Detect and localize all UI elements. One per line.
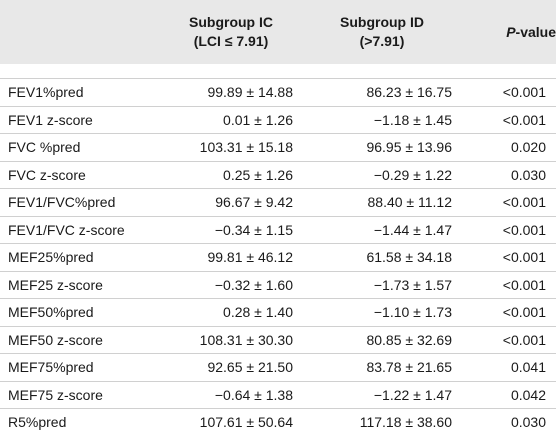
- row-label: FEV1 z-score: [0, 105, 160, 134]
- subgroup-ic-value: 96.67 ± 9.42: [160, 188, 302, 216]
- table-header-row: Subgroup IC (LCI ≤ 7.91) Subgroup ID (>7…: [0, 0, 556, 64]
- table-row: MEF50%pred 0.28 ± 1.40 −1.10 ± 1.73 <0.001: [0, 298, 556, 326]
- p-value: <0.001: [462, 243, 556, 271]
- row-label: MEF25%pred: [0, 243, 160, 271]
- header-subgroup-id: Subgroup ID (>7.91): [302, 0, 462, 64]
- header-subgroup-id-line2: (>7.91): [359, 33, 405, 49]
- subgroup-ic-value: 108.31 ± 30.30: [160, 325, 302, 354]
- subgroup-ic-value: −0.32 ± 1.60: [160, 270, 302, 299]
- row-label: MEF50%pred: [0, 298, 160, 326]
- subgroup-ic-value: 0.28 ± 1.40: [160, 298, 302, 326]
- subgroup-id-value: −1.44 ± 1.47: [302, 215, 462, 244]
- p-value: <0.001: [462, 188, 556, 216]
- subgroup-id-value: −0.29 ± 1.22: [302, 160, 462, 189]
- table-row: MEF25%pred 99.81 ± 46.12 61.58 ± 34.18 <0.0…: [0, 243, 556, 271]
- header-subgroup-ic-line1: Subgroup IC: [189, 14, 273, 30]
- table-row: FEV1/FVC%pred 96.67 ± 9.42 88.40 ± 11.12 <0…: [0, 188, 556, 216]
- subgroup-id-value: −1.10 ± 1.73: [302, 298, 462, 326]
- header-p-rest: -value: [515, 23, 556, 40]
- subgroup-id-value: 88.40 ± 11.12: [302, 188, 462, 216]
- row-label: MEF75 z-score: [0, 380, 160, 409]
- p-value: 0.030: [462, 160, 556, 189]
- table-row: FEV1 z-score 0.01 ± 1.26 −1.18 ± 1.45 <0.00…: [0, 105, 556, 134]
- subgroup-ic-value: 0.01 ± 1.26: [160, 105, 302, 134]
- row-label: FEV1%pred: [0, 78, 160, 106]
- table-row: MEF50 z-score 108.31 ± 30.30 80.85 ± 32.69…: [0, 325, 556, 354]
- subgroup-ic-value: 103.31 ± 15.18: [160, 133, 302, 161]
- p-value: <0.001: [462, 215, 556, 244]
- header-subgroup-ic-line2: (LCI ≤ 7.91): [193, 33, 269, 49]
- row-label: MEF50 z-score: [0, 325, 160, 354]
- table-row: FVC %pred 103.31 ± 15.18 96.95 ± 13.96 0.02…: [0, 133, 556, 161]
- subgroup-id-value: −1.18 ± 1.45: [302, 105, 462, 134]
- subgroup-id-value: 83.78 ± 21.65: [302, 353, 462, 381]
- subgroup-id-value: 80.85 ± 32.69: [302, 325, 462, 354]
- table-row: FEV1%pred 99.89 ± 14.88 86.23 ± 16.75 <0.00…: [0, 78, 556, 106]
- p-value: 0.030: [462, 408, 556, 436]
- subgroup-id-value: 96.95 ± 13.96: [302, 133, 462, 161]
- subgroup-ic-value: −0.64 ± 1.38: [160, 380, 302, 409]
- subgroup-ic-value: 0.25 ± 1.26: [160, 160, 302, 189]
- table-row: R5%pred 107.61 ± 50.64 117.18 ± 38.60 0.030: [0, 408, 556, 436]
- header-p-italic: P: [506, 23, 516, 40]
- table-row: FVC z-score 0.25 ± 1.26 −0.29 ± 1.22 0.030: [0, 160, 556, 189]
- header-subgroup-ic: Subgroup IC (LCI ≤ 7.91): [160, 0, 302, 64]
- spacer-row: [0, 64, 556, 79]
- p-value: 0.020: [462, 133, 556, 161]
- subgroup-ic-value: 92.65 ± 21.50: [160, 353, 302, 381]
- p-value: <0.001: [462, 325, 556, 354]
- spacer-cell: [0, 64, 556, 79]
- p-value: <0.001: [462, 270, 556, 299]
- subgroup-ic-value: 107.61 ± 50.64: [160, 408, 302, 436]
- header-empty-cell: [0, 0, 160, 64]
- p-value: 0.041: [462, 353, 556, 381]
- subgroup-id-value: −1.22 ± 1.47: [302, 380, 462, 409]
- header-subgroup-id-line1: Subgroup ID: [340, 14, 424, 30]
- p-value: 0.042: [462, 380, 556, 409]
- subgroup-ic-value: 99.89 ± 14.88: [160, 78, 302, 106]
- subgroup-id-value: 61.58 ± 34.18: [302, 243, 462, 271]
- row-label: MEF25 z-score: [0, 270, 160, 299]
- subgroup-ic-value: −0.34 ± 1.15: [160, 215, 302, 244]
- table-row: MEF75 z-score −0.64 ± 1.38 −1.22 ± 1.47 0.0…: [0, 380, 556, 409]
- row-label: FEV1/FVC%pred: [0, 188, 160, 216]
- row-label: FEV1/FVC z-score: [0, 215, 160, 244]
- row-label: FVC z-score: [0, 160, 160, 189]
- p-value: <0.001: [462, 105, 556, 134]
- subgroup-id-value: 117.18 ± 38.60: [302, 408, 462, 436]
- subgroup-ic-value: 99.81 ± 46.12: [160, 243, 302, 271]
- subgroup-id-value: 86.23 ± 16.75: [302, 78, 462, 106]
- row-label: MEF75%pred: [0, 353, 160, 381]
- table-row: FEV1/FVC z-score −0.34 ± 1.15 −1.44 ± 1.47…: [0, 215, 556, 244]
- table-body: FEV1%pred 99.89 ± 14.88 86.23 ± 16.75 <0.00…: [0, 64, 556, 436]
- row-label: FVC %pred: [0, 133, 160, 161]
- header-p-value: P-value: [462, 0, 556, 64]
- table-row: MEF75%pred 92.65 ± 21.50 83.78 ± 21.65 0.04…: [0, 353, 556, 381]
- row-label: R5%pred: [0, 408, 160, 436]
- p-value: <0.001: [462, 298, 556, 326]
- p-value: <0.001: [462, 78, 556, 106]
- subgroup-id-value: −1.73 ± 1.57: [302, 270, 462, 299]
- table-row: MEF25 z-score −0.32 ± 1.60 −1.73 ± 1.57 <0.…: [0, 270, 556, 299]
